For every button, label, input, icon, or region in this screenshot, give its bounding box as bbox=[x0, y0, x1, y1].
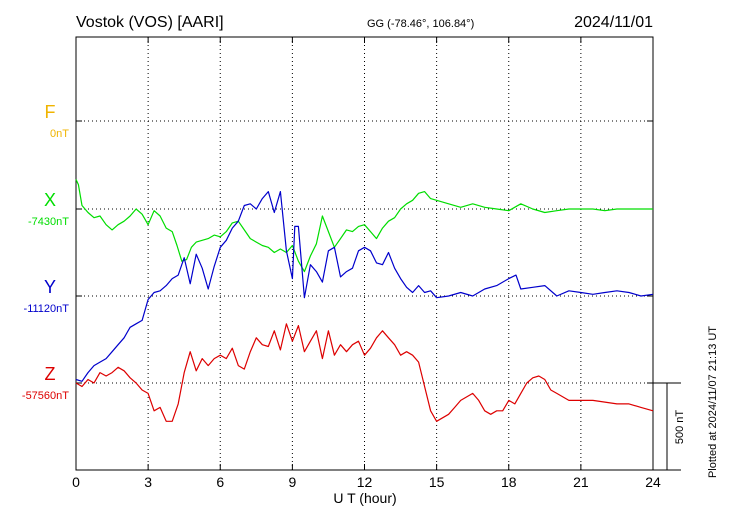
channel-label-f: F bbox=[45, 102, 56, 122]
x-tick-label: 15 bbox=[429, 474, 445, 490]
x-tick-label: 6 bbox=[216, 474, 224, 490]
x-tick-label: 3 bbox=[144, 474, 152, 490]
channel-baseline-f: 0nT bbox=[50, 128, 69, 140]
channel-baseline-z: -57560nT bbox=[22, 390, 69, 402]
x-tick-label: 0 bbox=[72, 474, 80, 490]
channel-baseline-y: -11120nT bbox=[24, 303, 70, 315]
trace-z bbox=[75, 323, 654, 422]
plot-date: 2024/11/01 bbox=[574, 14, 653, 31]
x-axis-label: U T (hour) bbox=[333, 490, 396, 506]
x-tick-label: 18 bbox=[501, 474, 517, 490]
scale-bar: 500 nT bbox=[653, 382, 686, 471]
traces bbox=[75, 179, 654, 422]
x-tick-label: 21 bbox=[573, 474, 589, 490]
scale-bar-label: 500 nT bbox=[674, 410, 686, 445]
x-tick-label: 9 bbox=[288, 474, 296, 490]
channel-label-z: Z bbox=[45, 364, 56, 384]
x-tick-label: 24 bbox=[645, 474, 661, 490]
trace-y bbox=[75, 191, 654, 382]
station-coordinates: GG (-78.46°, 106.84°) bbox=[367, 18, 474, 30]
channel-labels: F 0nT X -7430nT Y -11120nT Z -57560nT bbox=[22, 102, 69, 402]
plotted-timestamp: Plotted at 2024/11/07 21:13 UT bbox=[707, 326, 719, 478]
station-title: Vostok (VOS) [AARI] bbox=[76, 14, 224, 31]
grid-lines bbox=[76, 37, 653, 470]
x-axis-ticks: 0 3 6 9 12 15 18 21 24 bbox=[72, 37, 661, 490]
x-tick-label: 12 bbox=[357, 474, 373, 490]
trace-x bbox=[75, 179, 653, 273]
channel-label-y: Y bbox=[44, 277, 56, 297]
channel-label-x: X bbox=[44, 190, 56, 210]
channel-baseline-x: -7430nT bbox=[28, 216, 69, 228]
